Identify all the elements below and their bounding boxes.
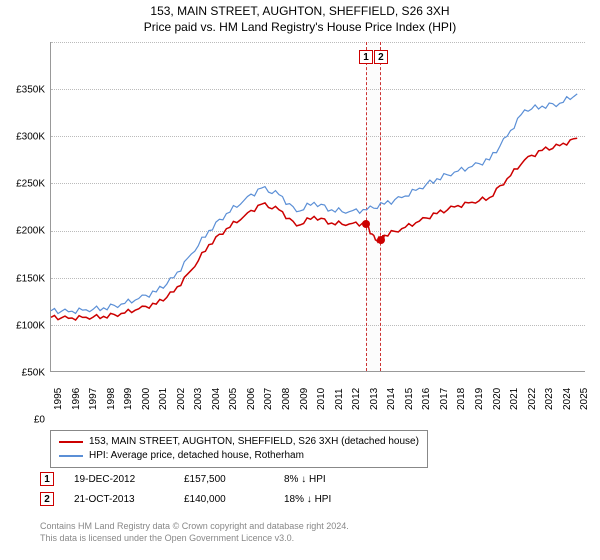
transaction-date: 19-DEC-2012 xyxy=(74,474,164,485)
x-axis-label: 2018 xyxy=(456,388,467,410)
x-axis-label: 2003 xyxy=(193,388,204,410)
transaction-row: 2 21-OCT-2013 £140,000 18% ↓ HPI xyxy=(40,492,364,506)
transaction-price: £157,500 xyxy=(184,474,264,485)
series-line xyxy=(51,94,577,314)
x-axis-label: 2001 xyxy=(158,388,169,410)
legend-swatch xyxy=(59,441,83,443)
legend: 153, MAIN STREET, AUGHTON, SHEFFIELD, S2… xyxy=(50,430,428,468)
x-axis-label: 2016 xyxy=(421,388,432,410)
line-chart-svg xyxy=(51,42,586,372)
x-axis-label: 2021 xyxy=(509,388,520,410)
transaction-marker: 1 xyxy=(40,472,54,486)
y-axis-label: £300K xyxy=(16,132,45,143)
chart-container: 153, MAIN STREET, AUGHTON, SHEFFIELD, S2… xyxy=(0,0,600,560)
y-axis-label: £100K xyxy=(16,320,45,331)
x-axis-label: 2015 xyxy=(404,388,415,410)
chart-subtitle: Price paid vs. HM Land Registry's House … xyxy=(0,20,600,34)
legend-label: HPI: Average price, detached house, Roth… xyxy=(89,449,304,463)
x-axis-label: 2007 xyxy=(263,388,274,410)
chart-area: 12 £0£50K£100K£150K£200K£250K£300K£350K xyxy=(50,42,585,392)
title-block: 153, MAIN STREET, AUGHTON, SHEFFIELD, S2… xyxy=(0,0,600,34)
x-axis-label: 2009 xyxy=(299,388,310,410)
y-axis-label: £200K xyxy=(16,226,45,237)
y-axis-label: £50K xyxy=(22,367,45,378)
transaction-date: 21-OCT-2013 xyxy=(74,494,164,505)
event-marker: 2 xyxy=(374,50,388,64)
transaction-delta: 8% ↓ HPI xyxy=(284,474,364,485)
transaction-table: 1 19-DEC-2012 £157,500 8% ↓ HPI 2 21-OCT-2013… xyxy=(40,472,364,512)
x-axis-label: 2012 xyxy=(351,388,362,410)
x-axis-label: 2011 xyxy=(334,388,345,410)
sale-point xyxy=(362,220,370,228)
x-axis-label: 2008 xyxy=(281,388,292,410)
x-axis-label: 2023 xyxy=(544,388,555,410)
y-axis-label: £250K xyxy=(16,179,45,190)
transaction-marker: 2 xyxy=(40,492,54,506)
chart-title: 153, MAIN STREET, AUGHTON, SHEFFIELD, S2… xyxy=(0,4,600,18)
x-axis-label: 2002 xyxy=(176,388,187,410)
y-axis-label: £0 xyxy=(34,415,45,426)
x-axis-label: 2006 xyxy=(246,388,257,410)
x-axis-label: 2014 xyxy=(386,388,397,410)
x-axis-label: 2022 xyxy=(527,388,538,410)
series-line xyxy=(51,138,577,320)
x-axis-label: 2019 xyxy=(474,388,485,410)
legend-swatch xyxy=(59,455,83,457)
legend-item: 153, MAIN STREET, AUGHTON, SHEFFIELD, S2… xyxy=(59,435,419,449)
footnote-line: Contains HM Land Registry data © Crown c… xyxy=(40,520,349,532)
x-axis-label: 1997 xyxy=(88,388,99,410)
footnote-line: This data is licensed under the Open Gov… xyxy=(40,532,349,544)
plot-area: 12 xyxy=(50,42,585,372)
event-marker: 1 xyxy=(359,50,373,64)
x-axis-label: 2010 xyxy=(316,388,327,410)
x-axis-label: 2024 xyxy=(562,388,573,410)
footnote: Contains HM Land Registry data © Crown c… xyxy=(40,520,349,544)
transaction-row: 1 19-DEC-2012 £157,500 8% ↓ HPI xyxy=(40,472,364,486)
x-axis-label: 2005 xyxy=(228,388,239,410)
x-axis-label: 1998 xyxy=(106,388,117,410)
x-axis-labels: 1995 1996 1997 1998 1999 2000 2001 2002 2003 2004… xyxy=(50,380,585,420)
x-axis-label: 1996 xyxy=(71,388,82,410)
legend-label: 153, MAIN STREET, AUGHTON, SHEFFIELD, S2… xyxy=(89,435,419,449)
x-axis-label: 2025 xyxy=(579,388,590,410)
transaction-price: £140,000 xyxy=(184,494,264,505)
legend-item: HPI: Average price, detached house, Roth… xyxy=(59,449,419,463)
x-axis-label: 2013 xyxy=(369,388,380,410)
y-axis-label: £150K xyxy=(16,273,45,284)
transaction-delta: 18% ↓ HPI xyxy=(284,494,364,505)
y-axis-label: £350K xyxy=(16,85,45,96)
x-axis-label: 2004 xyxy=(211,388,222,410)
x-axis-label: 2017 xyxy=(439,388,450,410)
x-axis-label: 2020 xyxy=(492,388,503,410)
x-axis-label: 1999 xyxy=(123,388,134,410)
x-axis-label: 2000 xyxy=(141,388,152,410)
sale-point xyxy=(377,236,385,244)
x-axis-label: 1995 xyxy=(53,388,64,410)
